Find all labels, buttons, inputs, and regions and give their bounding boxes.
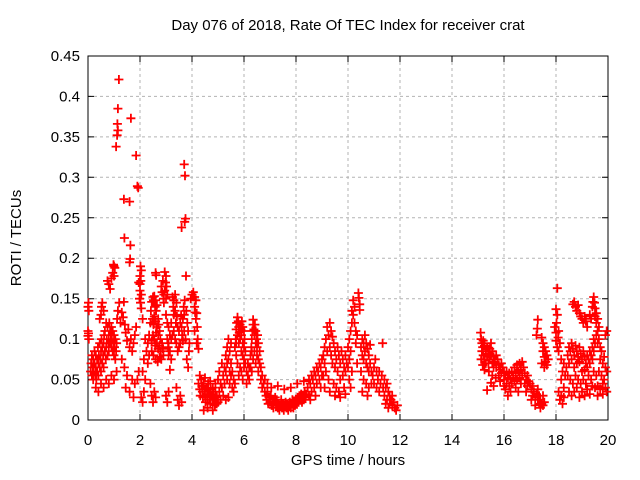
x-tick-label: 6	[240, 432, 248, 449]
y-tick-label: 0.15	[51, 291, 80, 308]
x-tick-label: 10	[340, 432, 357, 449]
y-tick-label: 0.3	[59, 169, 80, 186]
y-tick-label: 0.05	[51, 372, 80, 389]
x-tick-label: 18	[548, 432, 565, 449]
x-tick-label: 8	[292, 432, 300, 449]
y-tick-label: 0.1	[59, 331, 80, 348]
x-tick-label: 2	[136, 432, 144, 449]
x-tick-label: 14	[444, 432, 461, 449]
y-tick-label: 0.4	[59, 88, 80, 105]
y-tick-label: 0.2	[59, 250, 80, 267]
y-tick-label: 0.25	[51, 210, 80, 227]
y-tick-label: 0.35	[51, 129, 80, 146]
y-tick-label: 0	[72, 412, 80, 429]
y-axis-label: ROTI / TECUs	[8, 189, 25, 287]
y-tick-label: 0.45	[51, 48, 80, 65]
x-axis-label: GPS time / hours	[290, 452, 406, 469]
x-tick-label: 0	[84, 432, 92, 449]
x-tick-label: 4	[188, 432, 196, 449]
x-tick-label: 12	[392, 432, 409, 449]
data-points	[83, 75, 612, 415]
chart-title: Day 076 of 2018, Rate Of TEC Index for r…	[171, 17, 525, 34]
x-tick-label: 16	[496, 432, 513, 449]
x-tick-label: 20	[600, 432, 617, 449]
